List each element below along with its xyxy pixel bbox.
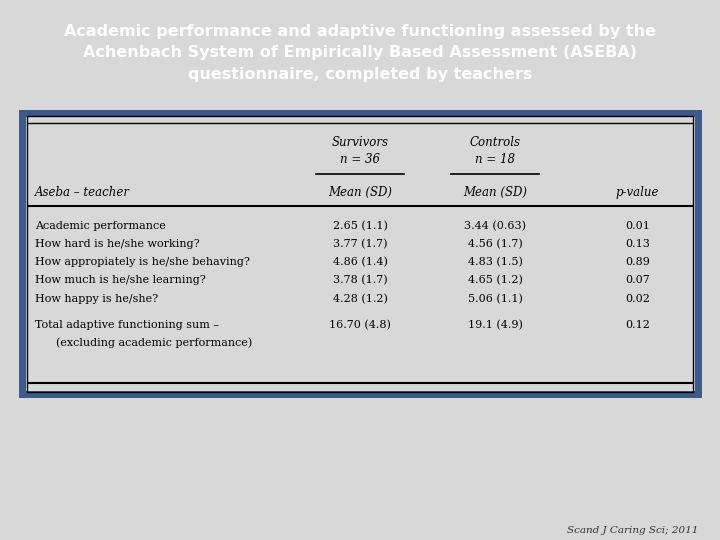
Text: 5.06 (1.1): 5.06 (1.1) xyxy=(468,294,523,304)
Text: 2.65 (1.1): 2.65 (1.1) xyxy=(333,220,387,231)
Text: n = 18: n = 18 xyxy=(475,153,516,166)
Text: 0.12: 0.12 xyxy=(625,320,650,330)
Text: 0.89: 0.89 xyxy=(625,257,650,267)
Text: Academic performance and adaptive functioning assessed by the
Achenbach System o: Academic performance and adaptive functi… xyxy=(64,24,656,82)
Text: 16.70 (4.8): 16.70 (4.8) xyxy=(329,320,391,330)
Text: How much is he/she learning?: How much is he/she learning? xyxy=(35,275,206,286)
Text: 0.01: 0.01 xyxy=(625,221,650,231)
Text: (excluding academic performance): (excluding academic performance) xyxy=(49,337,252,348)
Text: How appropiately is he/she behaving?: How appropiately is he/she behaving? xyxy=(35,257,250,267)
Text: Academic performance: Academic performance xyxy=(35,221,166,231)
Text: 19.1 (4.9): 19.1 (4.9) xyxy=(468,320,523,330)
Text: Mean (SD): Mean (SD) xyxy=(328,186,392,199)
Text: 0.07: 0.07 xyxy=(625,275,650,286)
Text: Controls: Controls xyxy=(470,137,521,150)
Text: How happy is he/she?: How happy is he/she? xyxy=(35,294,158,303)
Text: 4.65 (1.2): 4.65 (1.2) xyxy=(468,275,523,286)
Text: 4.86 (1.4): 4.86 (1.4) xyxy=(333,257,387,267)
Text: 4.83 (1.5): 4.83 (1.5) xyxy=(468,257,523,267)
Text: Scand J Caring Sci; 2011: Scand J Caring Sci; 2011 xyxy=(567,525,698,535)
Text: 4.56 (1.7): 4.56 (1.7) xyxy=(468,239,523,249)
Text: 0.13: 0.13 xyxy=(625,239,650,249)
Text: How hard is he/she working?: How hard is he/she working? xyxy=(35,239,199,249)
Text: 3.78 (1.7): 3.78 (1.7) xyxy=(333,275,387,286)
Text: p-value: p-value xyxy=(616,186,660,199)
Text: n = 36: n = 36 xyxy=(340,153,380,166)
Text: Survivors: Survivors xyxy=(331,137,389,150)
Text: 4.28 (1.2): 4.28 (1.2) xyxy=(333,294,387,304)
Text: 3.77 (1.7): 3.77 (1.7) xyxy=(333,239,387,249)
Text: Total adaptive functioning sum –: Total adaptive functioning sum – xyxy=(35,320,219,330)
Text: Aseba – teacher: Aseba – teacher xyxy=(35,186,130,199)
Text: 0.02: 0.02 xyxy=(625,294,650,303)
Text: Mean (SD): Mean (SD) xyxy=(464,186,527,199)
Text: 3.44 (0.63): 3.44 (0.63) xyxy=(464,220,526,231)
